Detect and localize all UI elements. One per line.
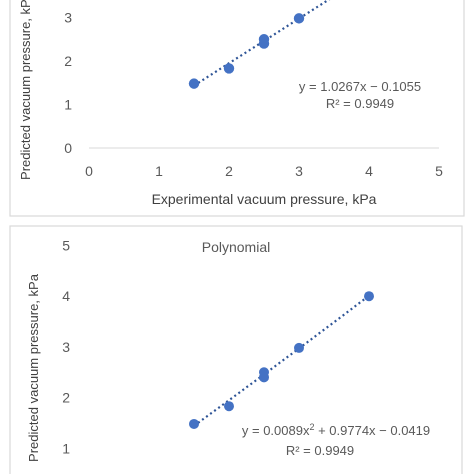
- chart-1-trendline: [193, 0, 331, 87]
- x-tick-label: 3: [295, 163, 303, 179]
- data-point: [364, 291, 374, 302]
- x-tick-label: 2: [225, 163, 233, 179]
- chart-2-trendline: [193, 294, 370, 427]
- y-tick-label: 1: [62, 440, 70, 456]
- chart-2-r-squared: R² = 0.9949: [286, 443, 354, 458]
- y-tick-label: 4: [62, 288, 70, 304]
- chart-1-equation: y = 1.0267x − 0.1055: [299, 79, 421, 94]
- y-tick-label: 2: [62, 390, 70, 406]
- data-point: [223, 63, 235, 74]
- chart-1-y-axis-label: Predicted vacuum pressure, kPa: [18, 0, 33, 180]
- data-point: [293, 13, 305, 24]
- chart-2-equation-superscript: 2: [309, 422, 314, 432]
- chart-2-border: [9, 225, 463, 474]
- x-tick-label: 1: [155, 163, 163, 179]
- chart-2-equation: y = 0.0089x2 + 0.9774x − 0.0419: [242, 422, 430, 438]
- y-tick-label: 5: [62, 238, 70, 254]
- chart-1-x-tick-labels: 0 1 2 3 4 5: [85, 163, 443, 179]
- chart-1-points: [188, 13, 305, 89]
- data-point: [224, 401, 234, 412]
- y-tick-label: 3: [64, 10, 72, 26]
- x-tick-label: 5: [435, 163, 443, 179]
- data-point: [189, 418, 199, 429]
- chart-1-border: [9, 0, 465, 217]
- x-tick-label: 0: [85, 163, 93, 179]
- chart-2-title: Polynomial: [202, 239, 270, 255]
- y-tick-label: 2: [64, 53, 72, 69]
- chart-2-y-tick-labels: 1 2 3 4 5: [62, 238, 70, 457]
- data-point: [188, 78, 200, 89]
- chart-2-points: [189, 291, 374, 429]
- x-tick-label: 4: [365, 163, 373, 179]
- chart-1-x-axis-label: Experimental vacuum pressure, kPa: [152, 191, 377, 207]
- chart-2-y-axis-label: Predicted vacuum pressure, kPa: [26, 273, 41, 462]
- chart-2-equation-main: y = 0.0089x: [242, 423, 310, 438]
- y-tick-label: 3: [62, 339, 70, 355]
- data-point: [258, 34, 270, 45]
- chart-1-y-tick-labels: 0 1 2 3: [64, 10, 72, 157]
- y-tick-label: 1: [64, 97, 72, 113]
- y-tick-label: 0: [64, 140, 72, 156]
- data-point: [259, 367, 269, 378]
- data-point: [294, 342, 304, 353]
- chart-1-r-squared: R² = 0.9949: [326, 96, 394, 111]
- chart-2-equation-rest: + 0.9774x − 0.0419: [314, 423, 430, 438]
- chart-1: 0 1 2 3 0 1 2 3 4 5 y = 1.0267x − 0.1055 R² = 0.…: [18, 0, 443, 207]
